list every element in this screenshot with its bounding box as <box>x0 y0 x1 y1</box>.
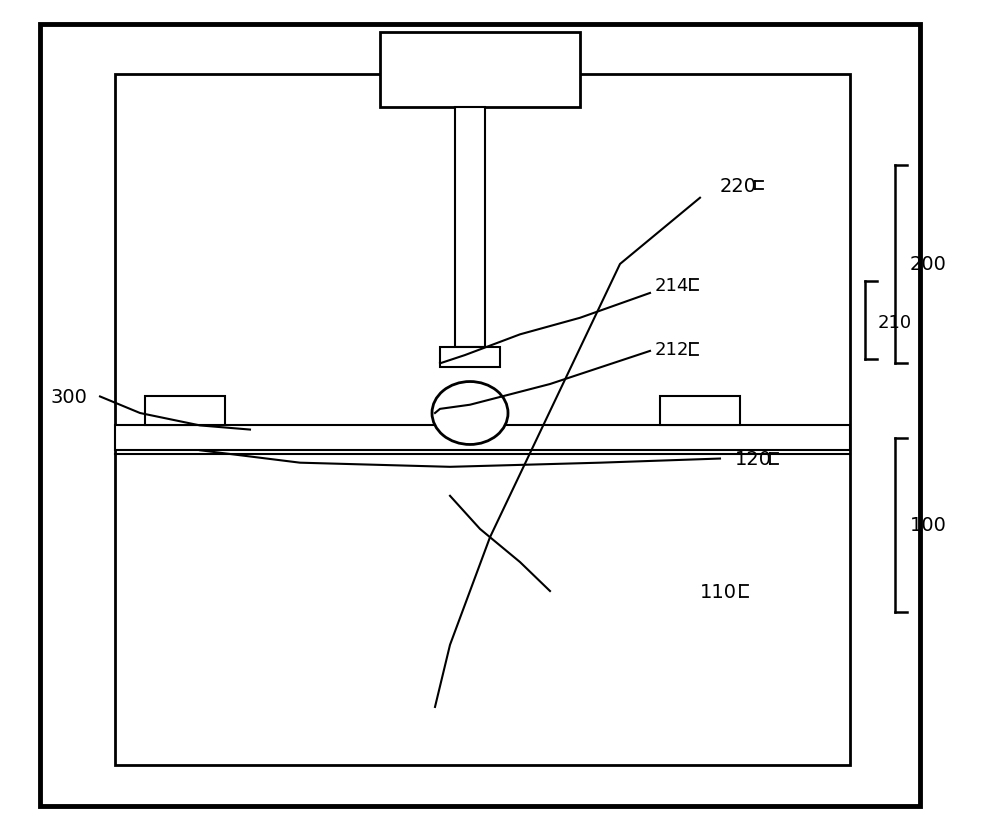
Text: 110: 110 <box>700 582 737 600</box>
FancyBboxPatch shape <box>115 74 850 765</box>
Text: 100: 100 <box>910 516 947 534</box>
Bar <box>455 108 485 347</box>
Bar <box>660 397 740 426</box>
Bar <box>440 347 500 368</box>
Bar <box>115 426 850 451</box>
Text: 214: 214 <box>655 276 689 294</box>
Text: 300: 300 <box>50 388 87 406</box>
FancyBboxPatch shape <box>40 25 920 806</box>
Text: 200: 200 <box>910 256 947 274</box>
Text: 212: 212 <box>655 341 689 359</box>
Text: 120: 120 <box>735 450 772 468</box>
Circle shape <box>432 382 508 445</box>
Bar <box>380 33 580 108</box>
Text: 210: 210 <box>878 313 912 332</box>
Text: 220: 220 <box>720 177 757 195</box>
Bar <box>145 397 225 426</box>
